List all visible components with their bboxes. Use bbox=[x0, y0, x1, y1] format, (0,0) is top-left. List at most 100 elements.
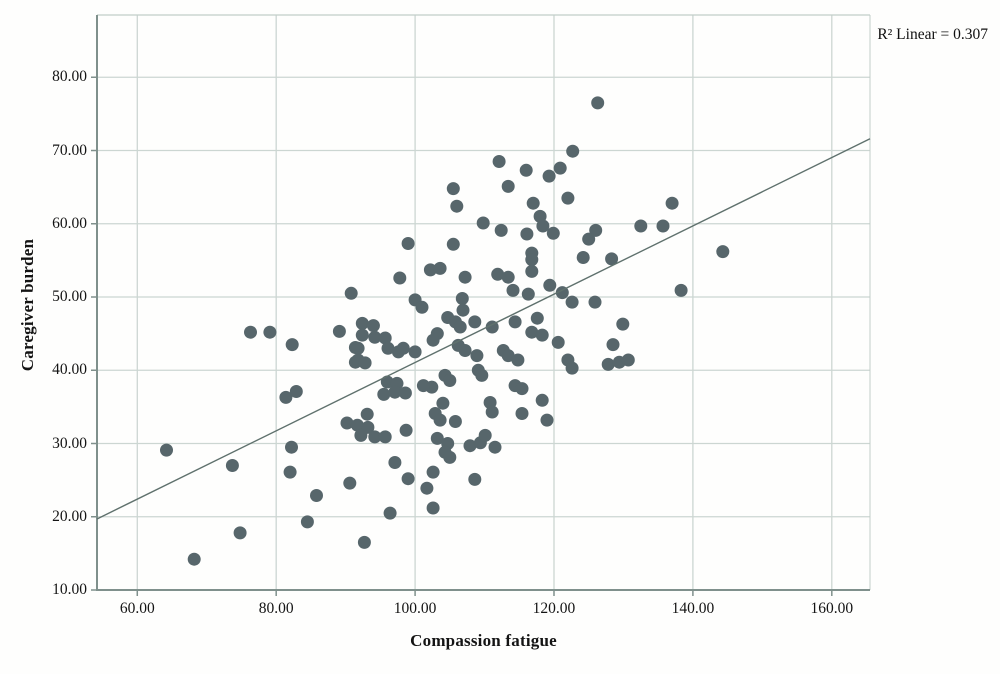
data-point bbox=[423, 263, 437, 277]
data-point bbox=[300, 515, 314, 529]
data-point bbox=[565, 361, 579, 375]
data-point bbox=[530, 311, 544, 325]
data-point bbox=[225, 459, 239, 472]
data-point bbox=[606, 338, 620, 352]
data-point bbox=[388, 385, 402, 399]
y-tick-label: 80.00 bbox=[52, 68, 87, 86]
data-point bbox=[448, 415, 462, 428]
data-point bbox=[393, 271, 407, 285]
data-point bbox=[377, 387, 391, 401]
data-point bbox=[511, 353, 525, 367]
data-point bbox=[494, 223, 508, 237]
data-point bbox=[716, 245, 730, 259]
data-point bbox=[621, 353, 635, 367]
data-point bbox=[566, 144, 580, 158]
data-point bbox=[351, 341, 365, 355]
data-point bbox=[634, 219, 648, 233]
data-point bbox=[366, 319, 380, 333]
regression-line bbox=[96, 138, 871, 520]
data-point bbox=[426, 333, 440, 347]
data-point bbox=[476, 216, 490, 230]
data-point bbox=[285, 338, 299, 352]
data-point bbox=[582, 232, 596, 246]
data-point bbox=[355, 328, 369, 342]
data-point bbox=[358, 356, 372, 370]
data-point bbox=[436, 396, 450, 410]
data-point bbox=[383, 506, 397, 520]
data-point bbox=[492, 155, 506, 168]
data-point bbox=[506, 283, 520, 297]
data-point bbox=[450, 199, 464, 213]
data-point bbox=[521, 287, 535, 301]
data-point bbox=[501, 179, 515, 193]
data-point bbox=[433, 261, 447, 275]
data-point bbox=[543, 278, 557, 292]
data-point bbox=[378, 430, 392, 444]
data-point bbox=[344, 286, 358, 300]
x-tick-label: 120.00 bbox=[532, 600, 576, 617]
data-point bbox=[508, 315, 522, 329]
data-point bbox=[576, 251, 590, 264]
data-point bbox=[244, 325, 257, 339]
data-point bbox=[470, 349, 484, 363]
data-point bbox=[443, 374, 457, 387]
data-point bbox=[455, 292, 469, 305]
data-point bbox=[355, 316, 369, 330]
data-point bbox=[565, 295, 579, 309]
data-point bbox=[426, 465, 440, 479]
data-point bbox=[616, 317, 630, 331]
data-point bbox=[446, 237, 460, 251]
data-point bbox=[551, 335, 565, 349]
data-point bbox=[458, 270, 472, 284]
data-point bbox=[542, 169, 556, 183]
data-point bbox=[233, 526, 247, 540]
data-point bbox=[263, 325, 277, 339]
data-point bbox=[589, 223, 603, 237]
data-point bbox=[415, 300, 429, 314]
data-point bbox=[398, 386, 412, 400]
data-point bbox=[515, 382, 529, 396]
data-point bbox=[478, 428, 492, 442]
data-point bbox=[426, 501, 440, 515]
data-point bbox=[380, 375, 394, 389]
data-point bbox=[368, 330, 382, 344]
data-point bbox=[388, 456, 402, 469]
data-point bbox=[458, 344, 472, 357]
y-axis-title: Caregiver burden bbox=[18, 238, 37, 372]
y-tick-label: 40.00 bbox=[52, 361, 87, 379]
data-point bbox=[463, 439, 477, 453]
data-point bbox=[535, 328, 549, 342]
data-point bbox=[279, 390, 293, 404]
data-point bbox=[401, 472, 415, 486]
data-point bbox=[456, 303, 470, 317]
data-point bbox=[536, 219, 550, 233]
y-tick-label: 20.00 bbox=[52, 507, 87, 525]
data-point bbox=[420, 481, 434, 495]
data-point bbox=[475, 368, 489, 382]
data-point bbox=[535, 393, 549, 407]
data-point bbox=[343, 476, 357, 490]
data-point bbox=[546, 226, 560, 240]
data-point bbox=[601, 357, 615, 371]
data-point bbox=[340, 416, 354, 430]
data-point bbox=[381, 341, 395, 355]
data-point bbox=[525, 253, 539, 267]
data-point bbox=[520, 227, 534, 241]
data-point bbox=[357, 535, 371, 549]
data-point bbox=[501, 349, 515, 363]
x-tick-label: 80.00 bbox=[258, 600, 294, 617]
data-point bbox=[283, 465, 297, 479]
y-tick-label: 70.00 bbox=[52, 141, 87, 159]
r-squared-annotation: R² Linear = 0.307 bbox=[877, 26, 988, 43]
x-axis-title: Compassion fatigue bbox=[410, 631, 557, 650]
y-tick-label: 10.00 bbox=[52, 581, 87, 598]
x-tick-label: 140.00 bbox=[671, 600, 715, 617]
data-point bbox=[446, 182, 460, 196]
y-tick-label: 30.00 bbox=[52, 434, 87, 452]
data-point bbox=[401, 237, 415, 250]
data-point bbox=[553, 161, 567, 175]
data-point bbox=[526, 196, 540, 210]
data-point bbox=[354, 428, 368, 442]
